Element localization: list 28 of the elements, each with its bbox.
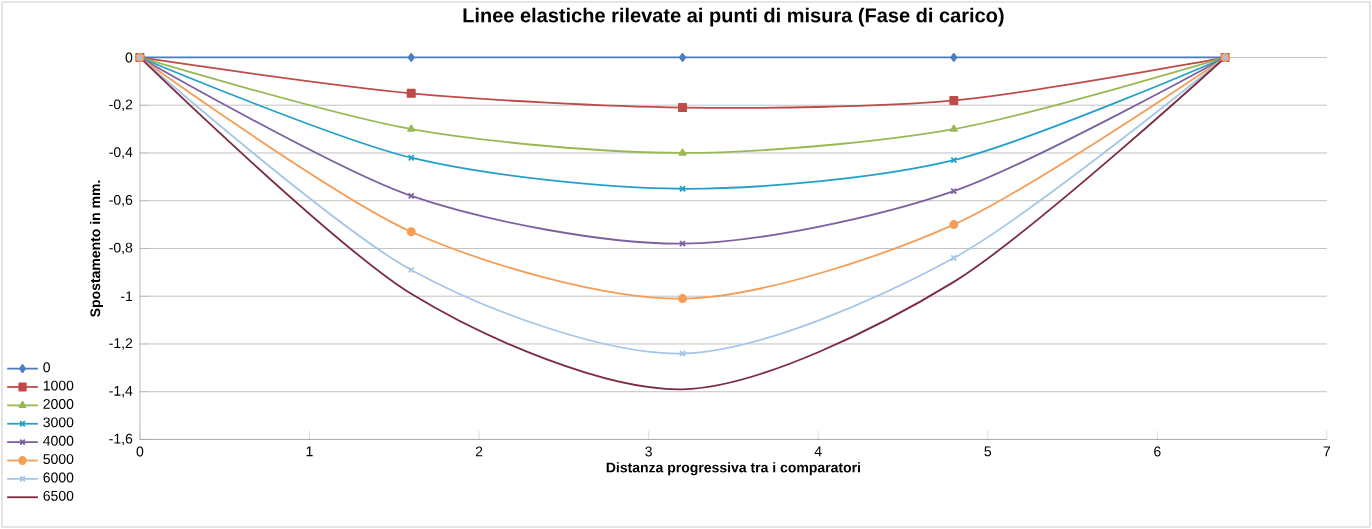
legend-label: 6000: [43, 472, 74, 483]
legend-label: 0: [43, 362, 51, 373]
x-axis-title: Distanza progressiva tra i comparatori: [606, 462, 860, 476]
legend-label: 1000: [43, 380, 74, 391]
y-tick-label: -1,6: [109, 433, 133, 446]
y-tick-label: -0,8: [109, 242, 133, 255]
legend-label: 3000: [43, 417, 74, 428]
y-tick-label: -1,2: [109, 338, 133, 350]
legend-label: 2000: [43, 399, 74, 409]
x-tick-label: 3: [645, 446, 652, 457]
y-axis-title: Spostamento in mm.: [89, 180, 103, 317]
x-tick-label: 7: [1323, 446, 1331, 457]
x-tick-label: 0: [136, 446, 144, 457]
y-tick-label: -0,2: [109, 99, 133, 111]
y-tick-label: -1: [121, 291, 133, 302]
legend-label: 5000: [43, 454, 74, 465]
x-tick-label: 1: [306, 446, 313, 457]
y-tick-label: -0,6: [109, 194, 133, 207]
chart-title: Linee elastiche rilevate ai punti di misura (Fase di carico): [463, 7, 1004, 27]
y-tick-label: -0,4: [109, 147, 133, 159]
legend-label: 6500: [43, 490, 74, 501]
x-tick-label: 4: [814, 446, 822, 457]
legend-label: 4000: [43, 435, 74, 446]
y-tick-label: 0: [125, 52, 133, 63]
x-tick-label: 6: [1154, 446, 1161, 457]
x-tick-label: 5: [984, 446, 992, 457]
y-tick-label: -1,4: [109, 386, 133, 398]
x-tick-label: 2: [475, 446, 483, 457]
